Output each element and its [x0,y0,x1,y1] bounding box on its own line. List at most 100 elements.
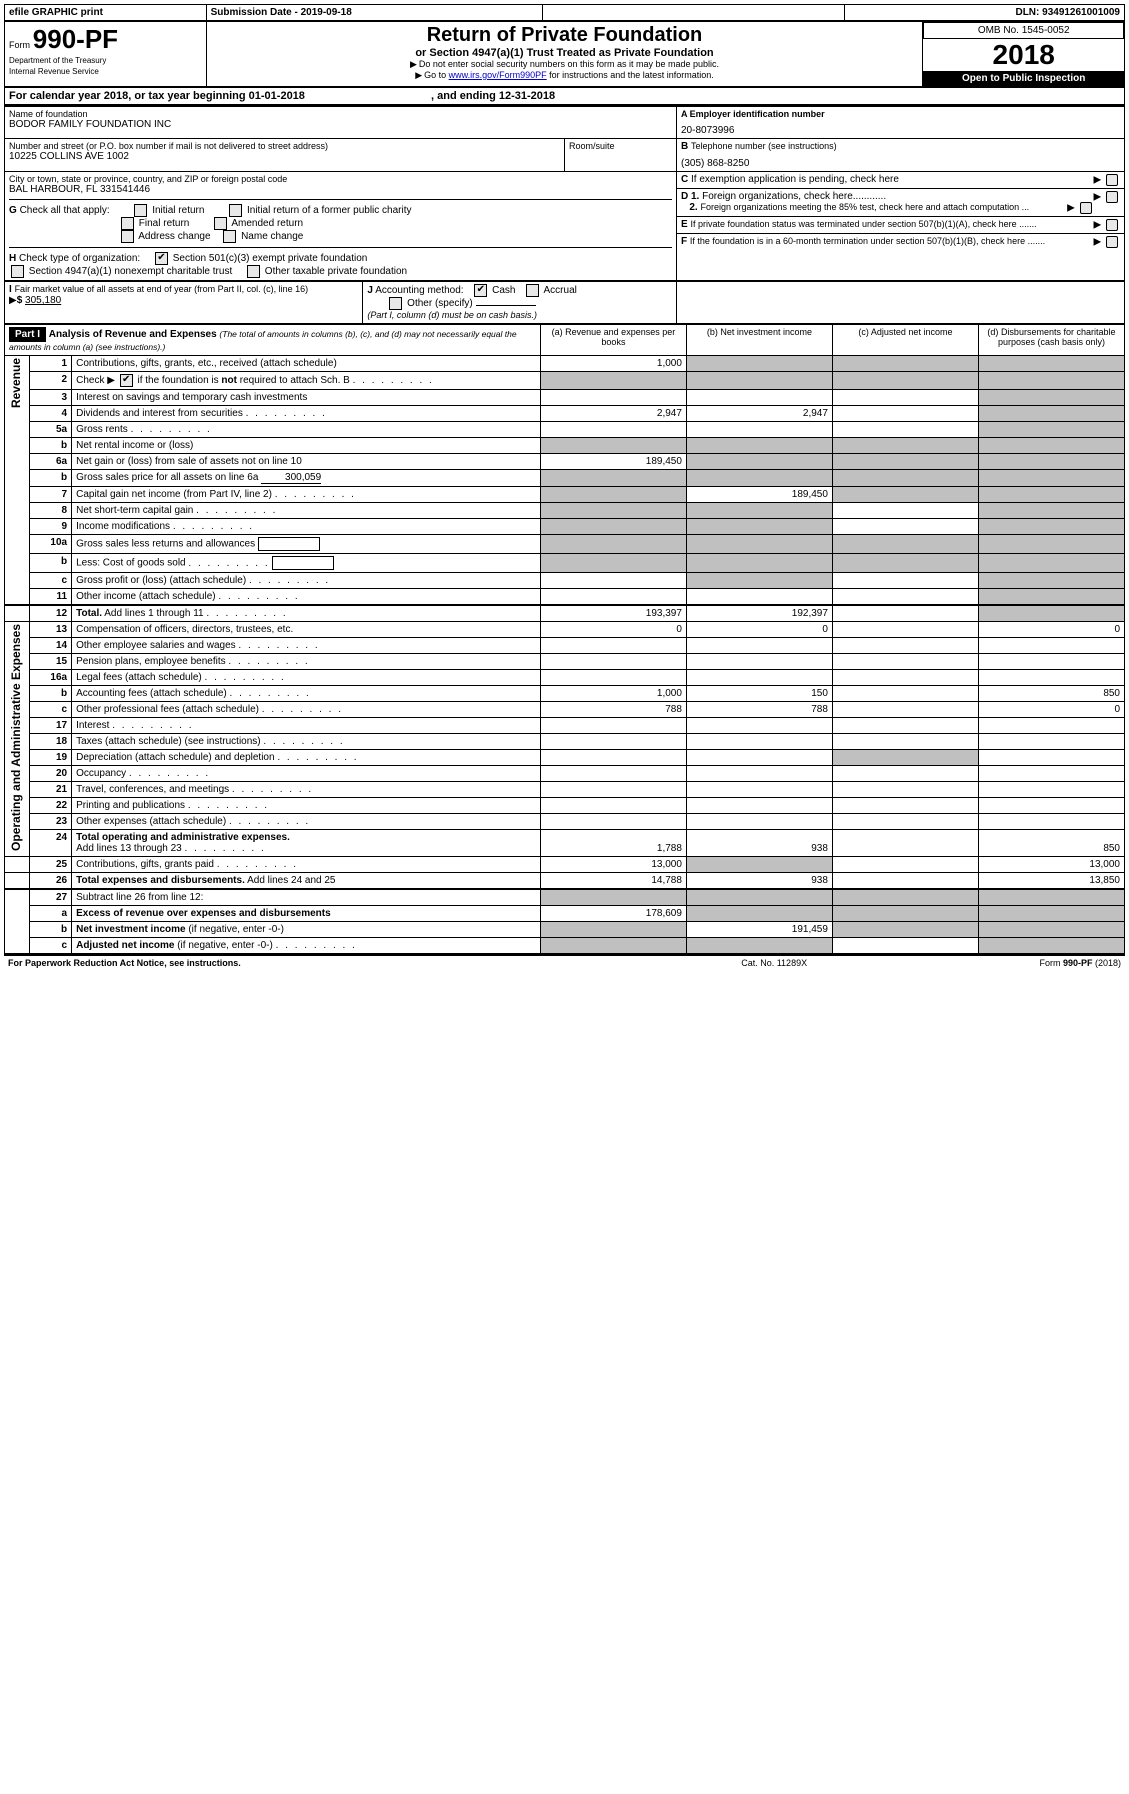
cell-a: 1,000 [540,356,686,372]
city-value: BAL HARBOUR, FL 331541446 [9,184,672,195]
tax-year: 2018 [923,39,1124,71]
irs-link[interactable]: www.irs.gov/Form990PF [449,70,547,80]
amended-return-checkbox[interactable] [214,217,227,230]
line-num: 1 [29,356,71,372]
line6b-value: 300,059 [261,472,321,484]
cell-d: 850 [978,686,1124,702]
initial-former-checkbox[interactable] [229,204,242,217]
table-row: 20 Occupancy [5,766,1125,782]
cell-d [978,356,1124,372]
cell-b: 788 [686,702,832,718]
line-desc: Total expenses and disbursements. Add li… [72,873,541,890]
line-desc: Gross profit or (loss) (attach schedule) [72,573,541,589]
initial-return-checkbox[interactable] [134,204,147,217]
cash-checkbox[interactable] [474,284,487,297]
line-num: 22 [29,798,71,814]
col-c-prefix: (c) [858,327,869,337]
line-num: b [29,554,71,573]
line-desc: Gross rents [72,422,541,438]
line-desc: Dividends and interest from securities [72,406,541,422]
line-num: 25 [29,857,71,873]
cell-d: 13,850 [978,873,1124,890]
table-row: b Net investment income (if negative, en… [5,922,1125,938]
line-num: 23 [29,814,71,830]
table-row: 12 Total. Add lines 1 through 11 193,397… [5,605,1125,622]
line-desc: Printing and publications [72,798,541,814]
paperwork-notice: For Paperwork Reduction Act Notice, see … [4,955,672,970]
form-title: Return of Private Foundation [211,24,919,47]
line-desc: Net investment income (if negative, ente… [72,922,541,938]
d1-text: Foreign organizations, check here.......… [702,191,886,202]
line-desc: Contributions, gifts, grants paid [72,857,541,873]
f-checkbox[interactable] [1106,236,1118,248]
j-label: J [367,285,373,296]
table-row: 18 Taxes (attach schedule) (see instruct… [5,734,1125,750]
ein-label: A Employer identification number [681,109,1120,119]
table-row: 23 Other expenses (attach schedule) [5,814,1125,830]
col-d-label: Disbursements for charitable purposes (c… [998,327,1116,347]
cell-b: 150 [686,686,832,702]
g-text: Check all that apply: [20,205,110,216]
line-num: 26 [29,873,71,890]
line-num: 15 [29,654,71,670]
line-desc: Interest on savings and temporary cash i… [72,390,541,406]
line-num: c [29,573,71,589]
schb-checkbox[interactable] [120,374,133,387]
line-desc: Other expenses (attach schedule) [72,814,541,830]
cell-a: 2,947 [540,406,686,422]
line-num: 3 [29,390,71,406]
line-num: 11 [29,589,71,606]
omb-number: OMB No. 1545-0052 [923,22,1124,39]
footer: For Paperwork Reduction Act Notice, see … [4,954,1125,970]
table-row: 6a Net gain or (loss) from sale of asset… [5,454,1125,470]
line-desc: Interest [72,718,541,734]
irs-label: Internal Revenue Service [9,67,99,76]
j-note: (Part I, column (d) must be on cash basi… [367,310,537,320]
d2-label: 2. [689,202,697,213]
line-num: 2 [29,372,71,390]
cell-b: 191,459 [686,922,832,938]
address-change-checkbox[interactable] [121,230,134,243]
top-bar: efile GRAPHIC print Submission Date - 20… [4,4,1125,21]
table-row: 4 Dividends and interest from securities… [5,406,1125,422]
city-label: City or town, state or province, country… [9,174,672,184]
cell-b: 0 [686,622,832,638]
line-num: 19 [29,750,71,766]
line-num: 13 [29,622,71,638]
line-num: 18 [29,734,71,750]
other-taxable-checkbox[interactable] [247,265,260,278]
line-num: a [29,906,71,922]
accrual-checkbox[interactable] [526,284,539,297]
cell-a: 189,450 [540,454,686,470]
d1-checkbox[interactable] [1106,191,1118,203]
line-desc: Total. Add lines 1 through 11 [72,605,541,622]
d2-checkbox[interactable] [1080,202,1092,214]
final-return-checkbox[interactable] [121,217,134,230]
table-row: 10a Gross sales less returns and allowan… [5,535,1125,554]
501c3-checkbox[interactable] [155,252,168,265]
dept-treasury: Department of the Treasury [9,56,106,65]
footer-form-label: Form [1039,958,1063,968]
line-num: b [29,922,71,938]
e-text: If private foundation status was termina… [690,219,1036,229]
part1-header: Part I [9,327,46,342]
f-text: If the foundation is in a 60-month termi… [690,236,1045,246]
line-desc: Excess of revenue over expenses and disb… [72,906,541,922]
cell-a: 14,788 [540,873,686,890]
cell-b: 192,397 [686,605,832,622]
other-spec-label: Other (specify) [407,298,473,309]
e-checkbox[interactable] [1106,219,1118,231]
cell-c [832,356,978,372]
table-row: 27 Subtract line 26 from line 12: [5,889,1125,906]
table-row: 22 Printing and publications [5,798,1125,814]
line-desc: Pension plans, employee benefits [72,654,541,670]
c-text: If exemption application is pending, che… [691,174,899,185]
cell-a: 788 [540,702,686,718]
line-desc: Gross sales less returns and allowances [72,535,541,554]
line-desc: Net gain or (loss) from sale of assets n… [72,454,541,470]
other-spec-checkbox[interactable] [389,297,402,310]
c-checkbox[interactable] [1106,174,1118,186]
name-change-checkbox[interactable] [223,230,236,243]
final-return-label: Final return [139,218,190,229]
4947-checkbox[interactable] [11,265,24,278]
